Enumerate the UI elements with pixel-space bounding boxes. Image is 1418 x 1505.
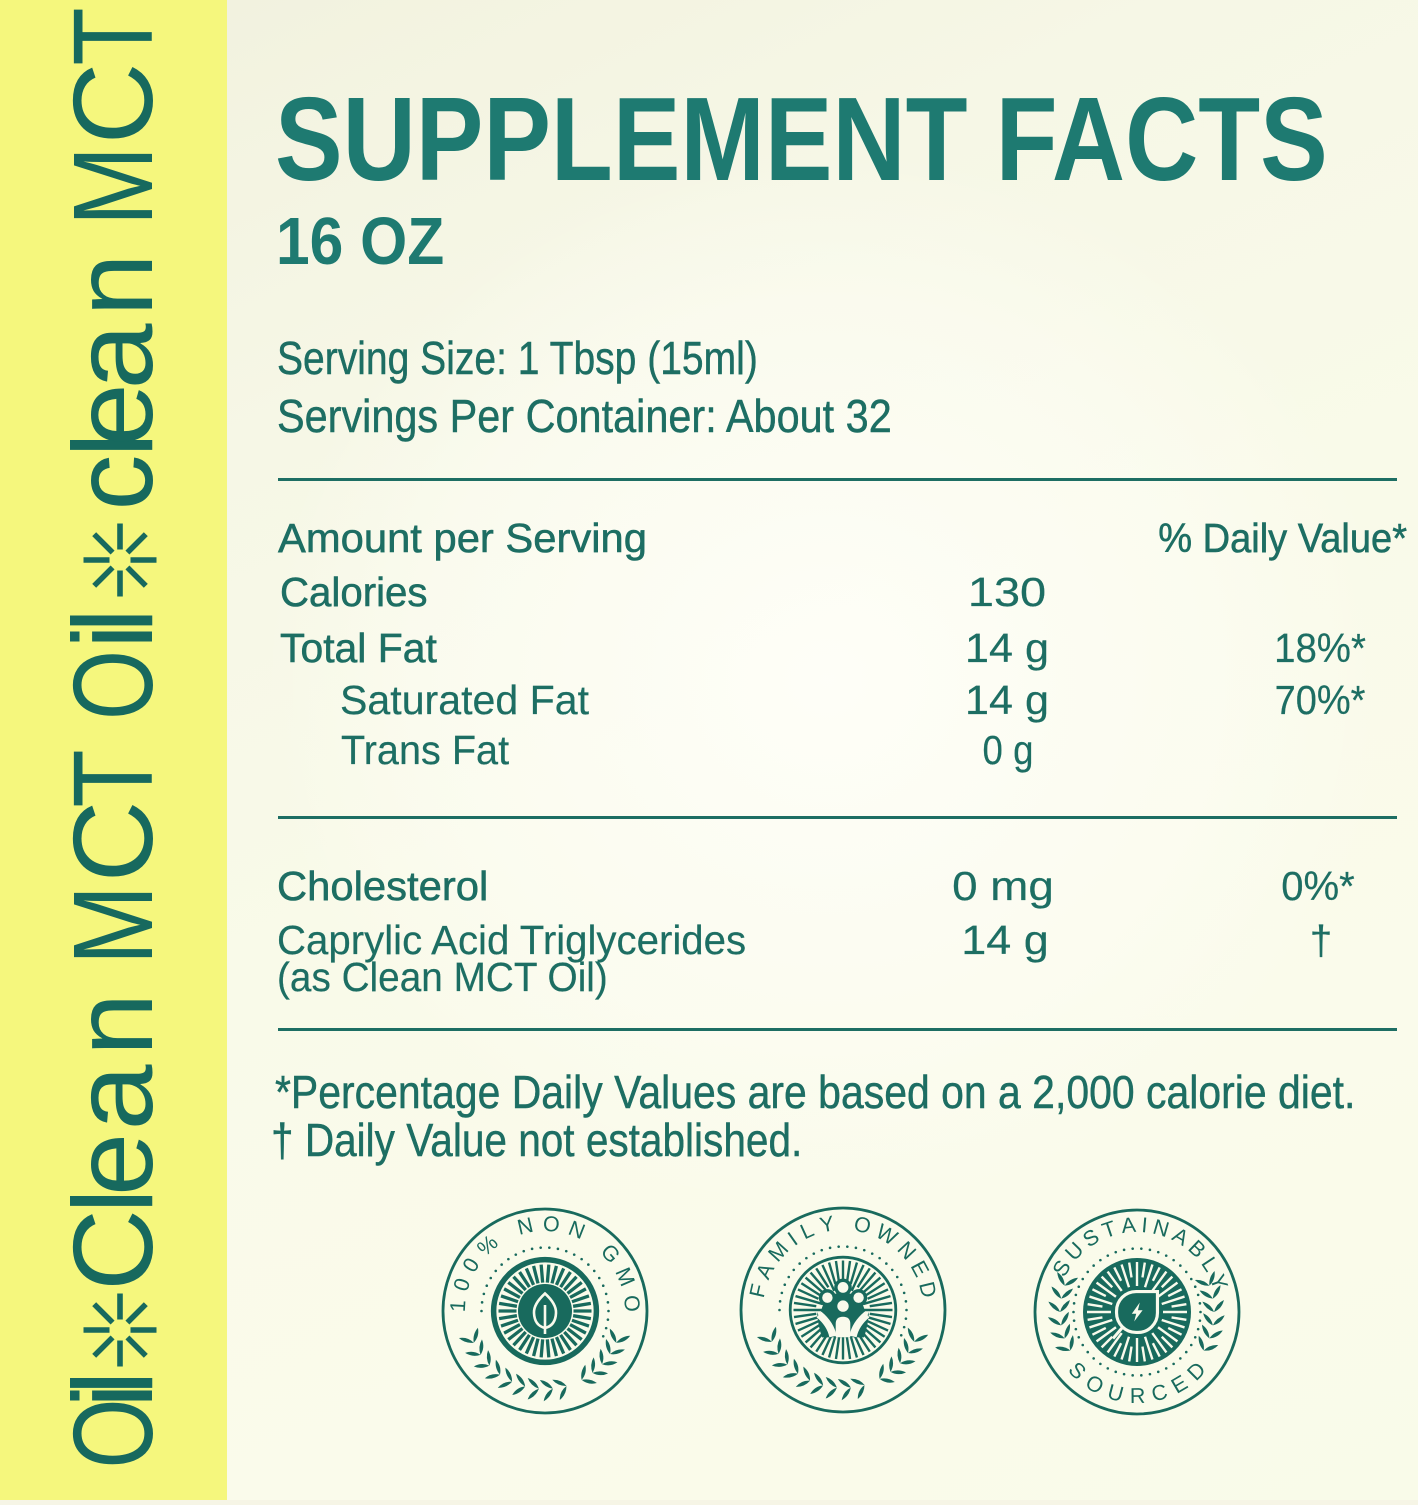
svg-text:I: I — [1140, 1213, 1148, 1237]
svg-text:N: N — [514, 1212, 535, 1239]
svg-text:U: U — [1104, 1379, 1125, 1406]
svg-text:D: D — [1182, 1357, 1210, 1385]
svg-text:l: l — [50, 1370, 176, 1395]
svg-text:A: A — [1120, 1212, 1137, 1237]
svg-text:Y: Y — [818, 1211, 836, 1237]
svg-text:O: O — [542, 1211, 560, 1236]
svg-text:l: l — [50, 608, 176, 633]
svg-text:a: a — [50, 1064, 176, 1130]
svg-text:l: l — [50, 432, 176, 457]
svg-text:C: C — [50, 63, 176, 145]
svg-text:e: e — [50, 1133, 176, 1196]
svg-text:T: T — [50, 8, 176, 66]
svg-text:C: C — [50, 1209, 176, 1291]
svg-text:i: i — [50, 624, 176, 649]
svg-text:N: N — [1150, 1214, 1172, 1241]
svg-text:M: M — [610, 1263, 639, 1289]
svg-text:C: C — [1148, 1379, 1169, 1406]
svg-text:S: S — [1078, 1224, 1103, 1252]
svg-text:C: C — [50, 801, 176, 883]
svg-text:N: N — [565, 1216, 588, 1244]
svg-text:e: e — [50, 384, 176, 447]
svg-text:L: L — [797, 1217, 818, 1244]
svg-text:L: L — [1196, 1252, 1223, 1275]
svg-text:F: F — [745, 1281, 771, 1299]
svg-text:D: D — [914, 1279, 941, 1300]
svg-text:O: O — [1081, 1369, 1108, 1398]
svg-text:A: A — [751, 1258, 779, 1282]
svg-text:R: R — [1129, 1383, 1145, 1407]
svg-text:O: O — [618, 1294, 643, 1313]
svg-text:i: i — [50, 1383, 176, 1408]
svg-text:n: n — [50, 254, 176, 317]
svg-text:O: O — [50, 1399, 176, 1469]
svg-text:T: T — [1098, 1216, 1118, 1243]
svg-text:O: O — [852, 1211, 874, 1238]
svg-text:l: l — [50, 1188, 176, 1213]
svg-text:c: c — [50, 455, 176, 511]
svg-text:E: E — [906, 1256, 934, 1280]
svg-text:0: 0 — [457, 1253, 484, 1276]
svg-text:T: T — [50, 750, 176, 808]
svg-text:a: a — [50, 323, 176, 389]
svg-text:M: M — [50, 146, 176, 226]
svg-text:1: 1 — [445, 1299, 470, 1312]
svg-text:n: n — [50, 993, 176, 1056]
svg-text:0: 0 — [448, 1275, 475, 1294]
svg-text:M: M — [50, 885, 176, 965]
svg-text:O: O — [50, 650, 176, 720]
